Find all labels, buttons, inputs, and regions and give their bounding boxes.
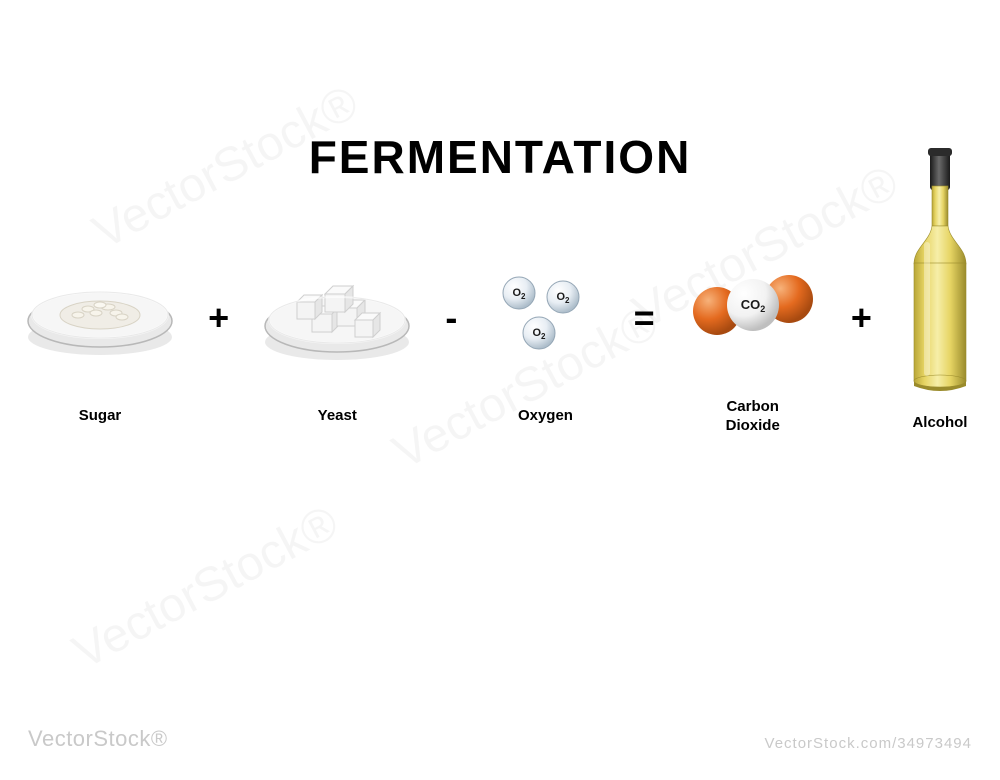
co2-label-line1: Carbon — [726, 398, 779, 415]
sugar-label: Sugar — [79, 407, 122, 426]
co2-visual: CO2 — [683, 230, 823, 380]
watermark-id: VectorStock.com/34973494 — [765, 735, 972, 752]
yeast-label: Yeast — [318, 407, 357, 426]
operator-plus: + — [204, 297, 233, 339]
alcohol-label: Alcohol — [912, 414, 967, 433]
fermentation-equation: Sugar + Yeast - — [20, 230, 980, 436]
item-oxygen: O2 O2 O2 Oxygen — [485, 239, 605, 426]
diagram-title: FERMENTATION — [0, 130, 1000, 184]
yeast-visual — [257, 239, 417, 389]
co2-molecule-icon: CO2 — [683, 255, 823, 355]
alcohol-visual — [900, 146, 980, 396]
item-sugar: Sugar — [20, 239, 180, 426]
sugar-visual — [20, 239, 180, 389]
watermark-id-prefix: VectorStock.com/ — [765, 735, 898, 752]
oxygen-visual: O2 O2 O2 — [485, 239, 605, 389]
wine-bottle-icon — [900, 146, 980, 396]
petri-dish-yeast-icon — [257, 254, 417, 374]
operator-equals: = — [630, 297, 659, 339]
watermark-brand: VectorStock® — [28, 726, 168, 752]
oxygen-label: Oxygen — [518, 407, 573, 426]
watermark-id-value: 34973494 — [897, 735, 972, 752]
item-alcohol: Alcohol — [900, 146, 980, 433]
operator-plus-2: + — [847, 297, 876, 339]
petri-dish-sugar-icon — [20, 259, 180, 369]
item-co2: CO2 Carbon Dioxide — [683, 230, 823, 436]
co2-label-line2: Dioxide — [726, 417, 780, 434]
diagonal-watermark: VectorStock® — [64, 495, 347, 680]
oxygen-molecules-icon: O2 O2 O2 — [485, 259, 605, 369]
operator-minus: - — [441, 297, 461, 339]
item-yeast: Yeast — [257, 239, 417, 426]
co2-label: Carbon Dioxide — [726, 398, 780, 436]
